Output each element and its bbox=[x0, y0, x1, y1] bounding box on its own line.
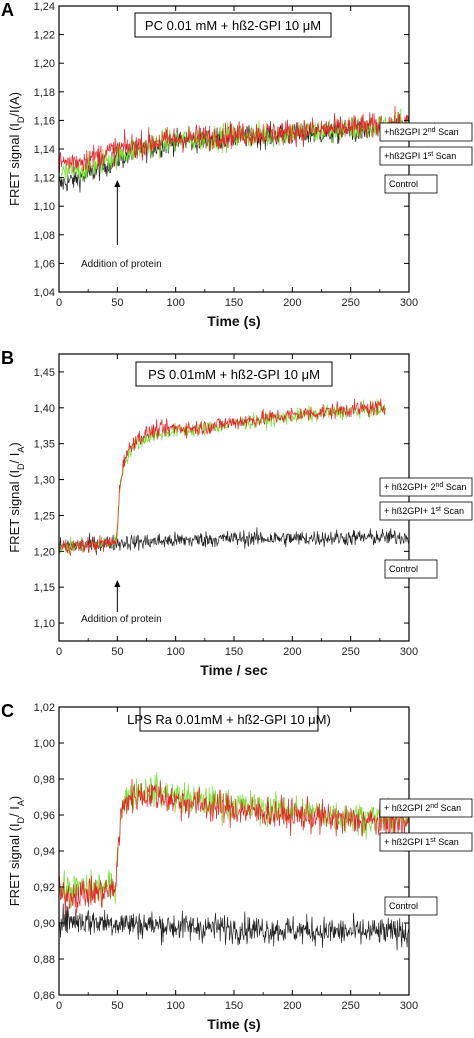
y-tick-label: 1,12 bbox=[34, 173, 55, 185]
legend-box bbox=[384, 896, 438, 916]
y-axis-label: FRET signal (ID/I(A) bbox=[7, 92, 26, 206]
y-tick-label: 1,20 bbox=[34, 58, 55, 70]
legend-label: +hß2GPI 2nd Scan bbox=[384, 127, 459, 138]
y-tick-label: 1,15 bbox=[34, 582, 55, 594]
x-tick-label: 100 bbox=[166, 646, 184, 658]
y-axis-label: FRET signal (ID/ IA) bbox=[7, 442, 26, 553]
y-tick-label: 0,94 bbox=[34, 846, 55, 858]
legend-box bbox=[384, 174, 438, 194]
legend-label: + hß2GPI 1st Scan bbox=[384, 837, 459, 848]
y-tick-label: 1,18 bbox=[34, 87, 55, 99]
plot-frame bbox=[58, 5, 410, 293]
series-line-1 bbox=[58, 106, 409, 174]
y-tick-label: 1,22 bbox=[34, 30, 55, 42]
x-tick-label: 200 bbox=[283, 1000, 301, 1012]
y-tick-label: 1,25 bbox=[34, 510, 55, 522]
x-axis-label: Time (s) bbox=[207, 1016, 260, 1032]
series-line-1 bbox=[58, 398, 386, 556]
y-tick-label: 0,92 bbox=[34, 882, 55, 894]
y-axis-label: FRET signal (ID/ IA) bbox=[7, 796, 26, 907]
legend-box bbox=[384, 559, 438, 579]
x-tick-label: 100 bbox=[166, 1000, 184, 1012]
annotation-arrow-head bbox=[114, 180, 121, 187]
y-tick-label: 1,00 bbox=[34, 738, 55, 750]
y-tick-label: 0,96 bbox=[34, 810, 55, 822]
x-tick-label: 0 bbox=[56, 1000, 62, 1012]
y-tick-label: 1,45 bbox=[34, 367, 55, 379]
chart-panel-C: 0 50 100 150 200 250 300 0,86 0,88 0,90 0,92 0,94 0,… bbox=[1, 701, 473, 1032]
legend-label: + hß2GPI+ 1st Scan bbox=[384, 506, 464, 517]
panel-label: C bbox=[1, 701, 14, 721]
y-tick-label: 1,35 bbox=[34, 439, 55, 451]
chart-panel-A: 0 50 100 150 200 250 300 1,04 1,06 1,08 1,10 1,12 1,… bbox=[1, 0, 473, 329]
legend-box bbox=[379, 122, 473, 142]
series-line-2 bbox=[58, 108, 409, 182]
series-line-3 bbox=[58, 527, 409, 556]
x-tick-label: 50 bbox=[111, 297, 123, 309]
legend-box bbox=[379, 501, 473, 521]
legend-label: Control bbox=[389, 179, 418, 189]
x-tick-label: 300 bbox=[400, 646, 418, 658]
legend-label: +hß2GPI 1st Scan bbox=[384, 151, 456, 162]
annotation-arrow-head bbox=[114, 580, 121, 587]
y-tick-label: 1,24 bbox=[34, 1, 55, 13]
x-tick-label: 250 bbox=[341, 1000, 359, 1012]
y-tick-label: 1,14 bbox=[34, 144, 55, 156]
x-tick-label: 50 bbox=[111, 646, 123, 658]
x-tick-label: 50 bbox=[111, 1000, 123, 1012]
x-tick-label: 250 bbox=[341, 297, 359, 309]
series-line-1 bbox=[58, 779, 409, 918]
plot-frame bbox=[58, 706, 410, 996]
chart-title: PS 0.01mM + hß2-GPI 10 μM bbox=[148, 367, 320, 382]
chart-title: PC 0.01 mM + hß2-GPI 10 μM bbox=[145, 18, 321, 33]
panel-label: A bbox=[1, 0, 14, 20]
x-axis-label: Time (s) bbox=[207, 313, 260, 329]
title-box bbox=[135, 361, 333, 387]
x-tick-label: 150 bbox=[225, 1000, 243, 1012]
y-tick-label: 1,10 bbox=[34, 618, 55, 630]
x-tick-label: 150 bbox=[225, 646, 243, 658]
x-tick-label: 100 bbox=[166, 297, 184, 309]
legend-box bbox=[379, 832, 473, 852]
legend-box bbox=[379, 477, 473, 497]
x-tick-label: 250 bbox=[341, 646, 359, 658]
title-box bbox=[134, 12, 332, 38]
y-tick-label: 0,88 bbox=[34, 954, 55, 966]
y-tick-label: 1,06 bbox=[34, 258, 55, 270]
x-tick-label: 200 bbox=[283, 646, 301, 658]
annotation-label: Addition of protein bbox=[81, 614, 162, 625]
x-tick-label: 300 bbox=[400, 297, 418, 309]
annotation-label: Addition of protein bbox=[81, 259, 162, 270]
title-box bbox=[139, 706, 319, 732]
y-tick-label: 1,02 bbox=[34, 702, 55, 714]
y-tick-label: 1,30 bbox=[34, 475, 55, 487]
y-tick-label: 1,08 bbox=[34, 230, 55, 242]
plot-frame bbox=[58, 353, 410, 642]
x-tick-label: 150 bbox=[225, 297, 243, 309]
y-tick-label: 1,04 bbox=[34, 287, 55, 299]
legend-label: Control bbox=[389, 901, 418, 911]
y-tick-label: 1,10 bbox=[34, 201, 55, 213]
y-tick-label: 0,86 bbox=[34, 990, 55, 1002]
x-axis-label: Time / sec bbox=[200, 662, 268, 678]
x-tick-label: 0 bbox=[56, 646, 62, 658]
x-tick-label: 200 bbox=[283, 297, 301, 309]
legend-label: Control bbox=[389, 564, 418, 574]
y-tick-label: 0,98 bbox=[34, 774, 55, 786]
legend-label: + hß2GPI+ 2nd Scan bbox=[384, 482, 466, 493]
chart-title: LPS Ra 0.01mM + hß2-GPI 10 μM) bbox=[127, 712, 331, 727]
series-line-3 bbox=[58, 903, 409, 951]
chart-panel-B: 0 50 100 150 200 250 300 1,10 1,15 1,20 1,25 1,30 1,… bbox=[1, 348, 473, 678]
y-tick-label: 0,90 bbox=[34, 918, 55, 930]
legend-box bbox=[379, 146, 473, 166]
legend-box bbox=[379, 798, 473, 818]
x-tick-label: 0 bbox=[56, 297, 62, 309]
y-tick-label: 1,20 bbox=[34, 546, 55, 558]
y-tick-label: 1,16 bbox=[34, 115, 55, 127]
legend-label: + hß2GPI 2nd Scan bbox=[384, 803, 461, 814]
y-tick-label: 1,40 bbox=[34, 403, 55, 415]
x-tick-label: 300 bbox=[400, 1000, 418, 1012]
panel-label: B bbox=[1, 348, 14, 368]
